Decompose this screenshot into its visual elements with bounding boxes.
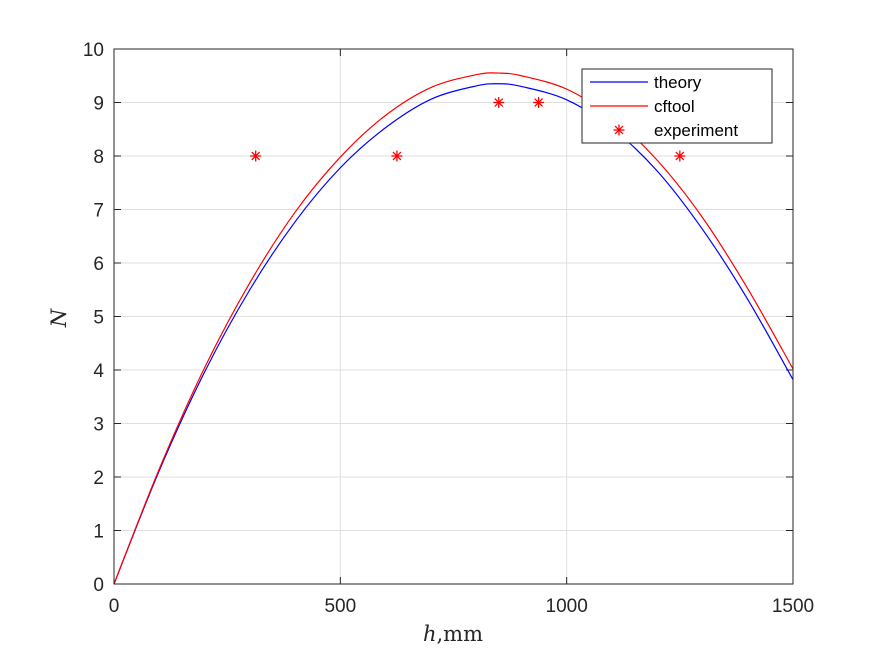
y-tick-label: 9	[93, 94, 104, 115]
legend-swatch-experiment	[613, 124, 625, 136]
series-line-theory	[113, 83, 794, 585]
y-axis-label: N	[47, 308, 71, 328]
y-tick-label: 2	[93, 468, 104, 489]
x-tick-label: 1500	[772, 596, 814, 617]
y-tick-label: 8	[93, 147, 104, 168]
marker-experiment	[391, 150, 403, 162]
marker-experiment	[674, 150, 686, 162]
y-tick-label: 7	[93, 201, 104, 222]
ticks	[113, 48, 794, 585]
y-tick-label: 6	[93, 254, 104, 275]
x-axis-label: h,mm	[423, 622, 483, 646]
x-tick-label: 1000	[546, 596, 588, 617]
legend-label-theory: theory	[654, 73, 702, 92]
y-tick-label: 0	[93, 575, 104, 596]
marker-experiment	[533, 97, 545, 108]
x-tick-label: 0	[109, 596, 120, 617]
series-layer	[113, 72, 794, 585]
legend-label-experiment: experiment	[654, 121, 738, 140]
y-tick-label: 1	[93, 522, 104, 543]
y-tick-label: 4	[93, 361, 104, 382]
marker-experiment	[493, 97, 505, 108]
x-tick-label: 500	[324, 596, 356, 617]
y-tick-label: 5	[93, 308, 104, 329]
legend: theory cftool experiment	[581, 68, 773, 144]
series-markers-experiment	[250, 97, 686, 162]
legend-label-cftool: cftool	[654, 97, 695, 116]
x-axis-label-unit: ,mm	[437, 622, 484, 646]
marker-experiment	[250, 150, 262, 162]
x-axis-label-var: h	[423, 622, 437, 646]
series-line-cftool	[113, 72, 794, 585]
tick-labels: 0 500 1000 1500 0 1 2 3 4 5 6 7 8 9 10	[83, 40, 814, 617]
y-tick-label: 10	[83, 40, 104, 61]
y-tick-label: 3	[93, 415, 104, 436]
